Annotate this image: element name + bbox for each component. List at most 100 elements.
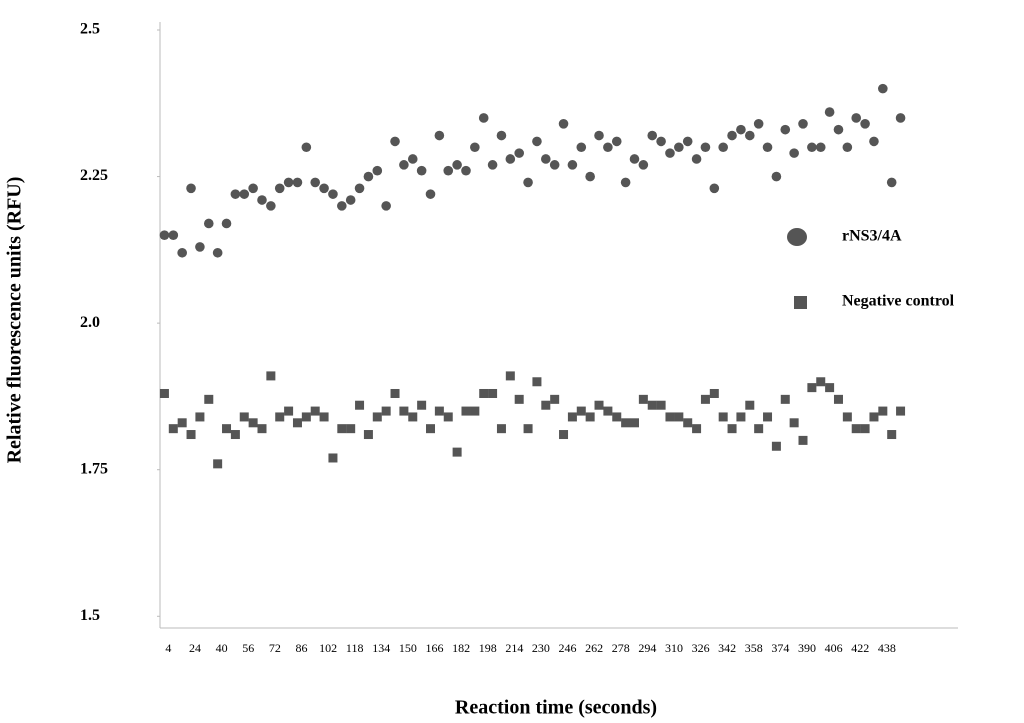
point bbox=[470, 406, 480, 416]
point bbox=[895, 113, 906, 123]
point bbox=[541, 154, 551, 164]
point bbox=[177, 247, 187, 258]
x-tick-label: 182 bbox=[452, 641, 470, 655]
point bbox=[638, 160, 649, 170]
point bbox=[815, 142, 826, 153]
point bbox=[842, 142, 853, 153]
point bbox=[594, 130, 604, 141]
x-tick-label: 4 bbox=[165, 641, 171, 655]
point bbox=[416, 165, 427, 176]
point bbox=[487, 160, 498, 170]
point bbox=[736, 124, 746, 135]
point bbox=[816, 377, 826, 387]
point bbox=[346, 424, 356, 434]
point bbox=[292, 418, 302, 428]
legend-label: Negative control bbox=[842, 293, 955, 310]
point bbox=[177, 418, 187, 428]
x-tick-label: 102 bbox=[319, 641, 337, 655]
point bbox=[532, 136, 542, 147]
point bbox=[434, 130, 445, 141]
point bbox=[275, 412, 285, 422]
point bbox=[434, 406, 444, 416]
point bbox=[532, 377, 542, 387]
x-tick-label: 438 bbox=[878, 641, 896, 655]
x-tick-label: 150 bbox=[399, 641, 417, 655]
point bbox=[789, 148, 799, 158]
x-tick-label: 294 bbox=[638, 641, 656, 655]
point bbox=[195, 242, 205, 252]
point bbox=[727, 130, 737, 141]
point bbox=[559, 430, 569, 440]
y-tick-label: 1.75 bbox=[80, 460, 108, 477]
point bbox=[505, 371, 515, 381]
point bbox=[301, 412, 311, 422]
point bbox=[754, 424, 764, 434]
x-tick-label: 166 bbox=[426, 641, 444, 655]
legend-marker bbox=[787, 228, 807, 246]
legend-marker bbox=[794, 296, 807, 309]
point bbox=[709, 388, 719, 398]
x-tick-label: 214 bbox=[505, 641, 523, 655]
x-tick-label: 198 bbox=[479, 641, 497, 655]
point bbox=[621, 418, 631, 428]
point bbox=[576, 142, 587, 153]
y-tick-label: 2.0 bbox=[80, 314, 100, 331]
x-tick-label: 230 bbox=[532, 641, 550, 655]
point bbox=[168, 424, 178, 434]
point bbox=[345, 195, 356, 205]
point bbox=[682, 136, 693, 147]
point bbox=[603, 406, 613, 416]
point bbox=[744, 130, 755, 141]
point bbox=[505, 154, 516, 164]
point bbox=[833, 394, 843, 404]
point bbox=[700, 142, 711, 153]
point bbox=[833, 124, 844, 135]
point bbox=[798, 435, 808, 445]
point bbox=[886, 177, 897, 188]
point bbox=[558, 119, 569, 129]
point bbox=[426, 424, 436, 434]
x-tick-label: 262 bbox=[585, 641, 603, 655]
x-tick-label: 310 bbox=[665, 641, 683, 655]
point bbox=[301, 142, 312, 153]
point bbox=[284, 406, 294, 416]
x-tick-label: 86 bbox=[295, 641, 307, 655]
point bbox=[496, 130, 507, 141]
point bbox=[337, 424, 347, 434]
point bbox=[372, 412, 382, 422]
point bbox=[248, 183, 258, 194]
point bbox=[763, 412, 773, 422]
point bbox=[745, 400, 755, 410]
point bbox=[762, 142, 773, 153]
point bbox=[283, 177, 294, 188]
point bbox=[221, 218, 232, 229]
point bbox=[869, 136, 879, 147]
point bbox=[496, 424, 506, 434]
point bbox=[878, 83, 888, 94]
point bbox=[514, 148, 524, 158]
point bbox=[550, 394, 560, 404]
point bbox=[470, 142, 480, 153]
point bbox=[878, 406, 888, 416]
x-tick-label: 358 bbox=[745, 641, 763, 655]
point bbox=[647, 130, 658, 141]
point bbox=[408, 412, 418, 422]
x-tick-label: 24 bbox=[189, 641, 201, 655]
point bbox=[443, 165, 454, 176]
point bbox=[443, 412, 453, 422]
point bbox=[399, 160, 409, 170]
x-tick-label: 134 bbox=[372, 641, 390, 655]
point bbox=[851, 424, 861, 434]
legend-label: rNS3/4A bbox=[842, 228, 902, 245]
point bbox=[390, 388, 400, 398]
point bbox=[825, 383, 835, 393]
point bbox=[452, 447, 462, 457]
point bbox=[222, 424, 232, 434]
x-tick-label: 40 bbox=[216, 641, 228, 655]
point bbox=[594, 400, 604, 410]
point bbox=[195, 412, 205, 422]
point bbox=[239, 412, 249, 422]
x-axis-title: Reaction time (seconds) bbox=[455, 697, 657, 719]
point bbox=[461, 406, 471, 416]
